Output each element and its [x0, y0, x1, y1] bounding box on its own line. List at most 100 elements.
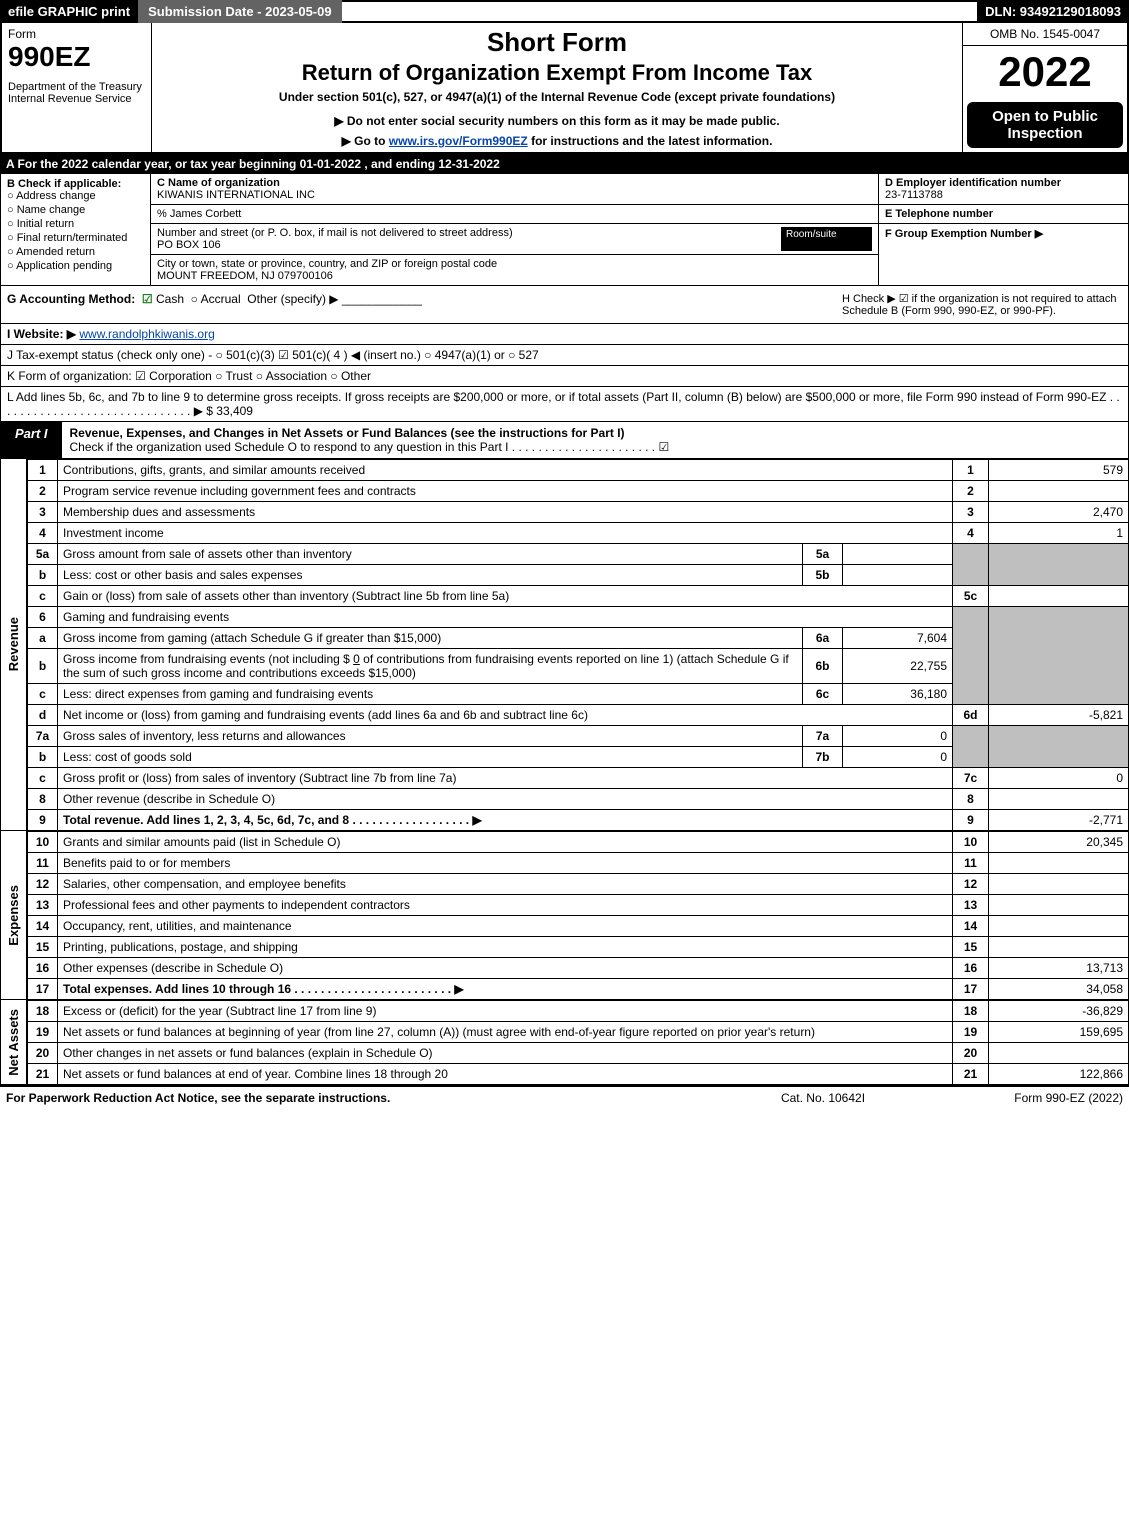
netassets-label: Net Assets [6, 1009, 21, 1076]
check-initial-return[interactable]: ○ Initial return [7, 218, 144, 230]
expenses-label-col: Expenses [1, 831, 27, 1000]
line-7c: cGross profit or (loss) from sales of in… [28, 768, 1129, 789]
f-group-exemption: F Group Exemption Number ▶ [879, 224, 1128, 243]
line-18: 18Excess or (deficit) for the year (Subt… [28, 1001, 1129, 1022]
header-left: Form 990EZ Department of the Treasury In… [2, 23, 152, 152]
e-phone: E Telephone number [879, 205, 1128, 224]
line-9: 9Total revenue. Add lines 1, 2, 3, 4, 5c… [28, 810, 1129, 831]
block-g-h: G Accounting Method: ☑ Cash ○ Accrual Ot… [0, 286, 1129, 324]
c-city-block: City or town, state or province, country… [151, 255, 878, 285]
form-header: Form 990EZ Department of the Treasury In… [0, 23, 1129, 154]
department: Department of the Treasury Internal Reve… [8, 81, 145, 105]
irs-link[interactable]: www.irs.gov/Form990EZ [389, 134, 528, 148]
line-6: 6Gaming and fundraising events [28, 607, 1129, 628]
goto-post: for instructions and the latest informat… [528, 134, 773, 148]
expenses-table: 10Grants and similar amounts paid (list … [27, 831, 1129, 1000]
h-schedule-b: H Check ▶ ☑ if the organization is not r… [842, 292, 1122, 317]
c-name-block: C Name of organization KIWANIS INTERNATI… [151, 174, 878, 205]
col-c: C Name of organization KIWANIS INTERNATI… [151, 174, 878, 285]
line-20: 20Other changes in net assets or fund ba… [28, 1043, 1129, 1064]
line-2: 2Program service revenue including gover… [28, 481, 1129, 502]
netassets-table: 18Excess or (deficit) for the year (Subt… [27, 1000, 1129, 1085]
d-ein: D Employer identification number 23-7113… [879, 174, 1128, 205]
line-17: 17Total expenses. Add lines 10 through 1… [28, 979, 1129, 1000]
g-other[interactable]: Other (specify) ▶ [247, 292, 338, 306]
open-to-public: Open to Public Inspection [967, 102, 1123, 148]
line-14: 14Occupancy, rent, utilities, and mainte… [28, 916, 1129, 937]
omb-number: OMB No. 1545-0047 [963, 23, 1127, 46]
dln: DLN: 93492129018093 [977, 0, 1129, 23]
line-16: 16Other expenses (describe in Schedule O… [28, 958, 1129, 979]
addr-value: PO BOX 106 [157, 239, 221, 251]
i-label: I Website: ▶ [7, 327, 76, 341]
ein-value: 23-7113788 [885, 189, 943, 201]
g-cash[interactable]: Cash [156, 292, 184, 306]
col-b: B Check if applicable: ○ Address change … [1, 174, 151, 285]
topbar-spacer [342, 0, 978, 23]
submission-date: Submission Date - 2023-05-09 [138, 0, 342, 23]
line-11: 11Benefits paid to or for members11 [28, 853, 1129, 874]
netassets-label-col: Net Assets [1, 1000, 27, 1085]
footer-right: Form 990-EZ (2022) [923, 1091, 1123, 1105]
e-label: E Telephone number [885, 208, 993, 220]
line-5c: cGain or (loss) from sale of assets othe… [28, 586, 1129, 607]
line-19: 19Net assets or fund balances at beginni… [28, 1022, 1129, 1043]
line-3: 3Membership dues and assessments32,470 [28, 502, 1129, 523]
row-k-form-org: K Form of organization: ☑ Corporation ○ … [0, 366, 1129, 387]
revenue-label-col: Revenue [1, 459, 27, 831]
check-amended-return[interactable]: ○ Amended return [7, 246, 144, 258]
subtitle-ssn: ▶ Do not enter social security numbers o… [158, 114, 956, 128]
room-suite-label: Room/suite [782, 227, 872, 251]
row-i-website: I Website: ▶ www.randolphkiwanis.org [0, 324, 1129, 345]
f-label: F Group Exemption Number ▶ [885, 228, 1043, 240]
revenue-label: Revenue [6, 617, 21, 671]
b-title: B Check if applicable: [7, 178, 144, 190]
part-i-check-line: Check if the organization used Schedule … [70, 440, 670, 454]
check-cash-icon: ☑ [142, 292, 153, 306]
line-5a: 5aGross amount from sale of assets other… [28, 544, 1129, 565]
form-word: Form [8, 27, 145, 41]
addr-label: Number and street (or P. O. box, if mail… [157, 227, 513, 239]
line-21: 21Net assets or fund balances at end of … [28, 1064, 1129, 1085]
check-address-change[interactable]: ○ Address change [7, 190, 144, 202]
c-addr-block: Number and street (or P. O. box, if mail… [151, 224, 878, 255]
c-name-label: C Name of organization [157, 177, 280, 189]
form-number: 990EZ [8, 41, 145, 73]
line-6d: dNet income or (loss) from gaming and fu… [28, 705, 1129, 726]
part-i-title: Revenue, Expenses, and Changes in Net As… [62, 422, 1128, 458]
g-accrual[interactable]: Accrual [201, 292, 241, 306]
check-final-return[interactable]: ○ Final return/terminated [7, 232, 144, 244]
expenses-label: Expenses [6, 885, 21, 946]
line-12: 12Salaries, other compensation, and empl… [28, 874, 1129, 895]
website-link[interactable]: www.randolphkiwanis.org [79, 327, 214, 341]
topbar: efile GRAPHIC print Submission Date - 20… [0, 0, 1129, 23]
line-8: 8Other revenue (describe in Schedule O)8 [28, 789, 1129, 810]
d-label: D Employer identification number [885, 177, 1061, 189]
city-value: MOUNT FREEDOM, NJ 079700106 [157, 270, 333, 282]
page-footer: For Paperwork Reduction Act Notice, see … [0, 1085, 1129, 1109]
tax-year: 2022 [963, 46, 1127, 102]
line-15: 15Printing, publications, postage, and s… [28, 937, 1129, 958]
footer-mid: Cat. No. 10642I [723, 1091, 923, 1105]
row-j-tax-exempt: J Tax-exempt status (check only one) - ○… [0, 345, 1129, 366]
g-accounting: G Accounting Method: ☑ Cash ○ Accrual Ot… [7, 292, 842, 317]
part-i-title-text: Revenue, Expenses, and Changes in Net As… [70, 426, 625, 440]
city-label: City or town, state or province, country… [157, 258, 497, 270]
line-13: 13Professional fees and other payments t… [28, 895, 1129, 916]
row-a-tax-year: A For the 2022 calendar year, or tax yea… [0, 154, 1129, 174]
part-i-tab: Part I [1, 422, 62, 458]
line-1: 1Contributions, gifts, grants, and simil… [28, 460, 1129, 481]
title-short-form: Short Form [158, 27, 956, 58]
check-application-pending[interactable]: ○ Application pending [7, 260, 144, 272]
row-l-gross-receipts: L Add lines 5b, 6c, and 7b to line 9 to … [0, 387, 1129, 422]
care-of: % James Corbett [151, 205, 878, 224]
subtitle-code: Under section 501(c), 527, or 4947(a)(1)… [158, 90, 956, 104]
check-name-change[interactable]: ○ Name change [7, 204, 144, 216]
line-6b-desc: Gross income from fundraising events (no… [58, 649, 803, 684]
efile-label: efile GRAPHIC print [0, 0, 138, 23]
goto-pre: ▶ Go to [342, 134, 389, 148]
block-b-c-d: B Check if applicable: ○ Address change … [0, 174, 1129, 286]
net-assets-section: Net Assets 18Excess or (deficit) for the… [0, 1000, 1129, 1085]
addr-cell: Number and street (or P. O. box, if mail… [157, 227, 782, 251]
header-right: OMB No. 1545-0047 2022 Open to Public In… [962, 23, 1127, 152]
